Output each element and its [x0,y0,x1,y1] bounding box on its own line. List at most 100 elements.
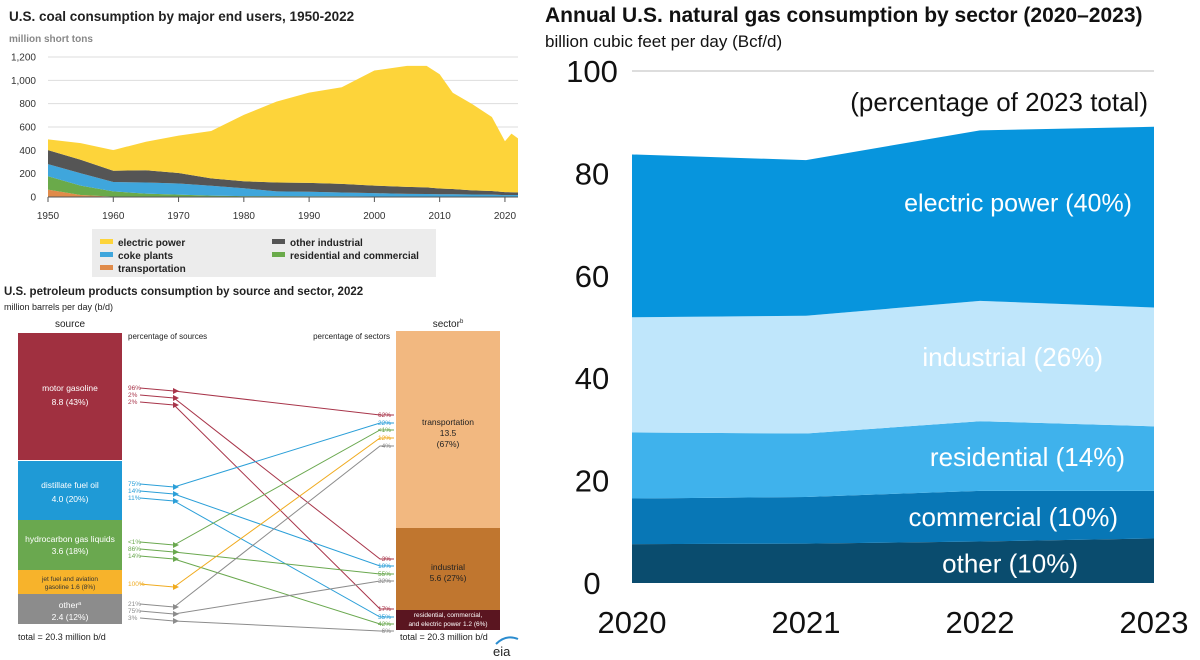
gas-area-other [632,538,1154,583]
gas-y-tick-label: 60 [575,259,609,294]
coal-legend-label: transportation [118,264,186,275]
coal-legend-box [92,229,436,277]
coal-legend-swatch [272,239,285,244]
gas-y-tick-label: 80 [575,156,609,191]
flow-link-distillate-fuel-oil-to-residential-commercial-and-electric-power [139,497,394,618]
flow-link-jet-fuel-and-aviation-gasoline-to-transportation [139,437,394,588]
coal-area-electric-power [48,65,518,193]
coal-chart-y-unit: million short tons [9,34,93,45]
coal-axis: 0 200 400 600 800 1,000 1,200 1950 1960 1970 1980 1… [11,53,518,222]
source-share-label: 14% [128,488,141,495]
gas-areas [632,126,1154,583]
flow-link-distillate-fuel-oil-to-industrial [139,490,394,567]
coal-area-other-industrial [48,150,518,196]
source-share-label: 14% [128,553,141,560]
source-name: distillate fuel oil [41,480,99,490]
coal-legend-swatch [100,265,113,270]
coal-y-tick-label: 400 [19,146,36,157]
coal-x-tick-label: 1960 [102,211,125,222]
petro-source-header: source [55,319,85,330]
flow-link-hydrocarbon-gas-liquids-to-residential-commercial-and-electric-power [139,555,394,625]
gas-series-label: commercial (10%) [909,502,1119,532]
coal-y-tick-label: 200 [19,169,36,180]
sector-pct: (67%) [437,439,460,449]
source-value: gasoline 1.6 (8%) [45,584,96,591]
flow-arrow [173,584,179,590]
flow-arrow [173,604,179,610]
sector-name: industrial [431,562,465,572]
source-bar-jet-fuel-and-aviation-gasoline [18,570,122,594]
source-value: 3.6 (18%) [52,546,89,556]
flow-link-hydrocarbon-gas-liquids-to-transportation [139,429,394,546]
source-name: othera [59,600,82,610]
gas-y-tick-label: 100 [566,54,618,89]
sector-share-label: 10% [378,563,391,570]
sector-share-label: 6% [382,628,392,635]
flow-arrow [173,556,179,562]
source-value: 4.0 (20%) [52,494,89,504]
coal-area-transportation [48,189,518,197]
flow-link-other-to-transportation [139,445,394,608]
source-bar-hydrocarbon-gas-liquids [18,520,122,570]
sector-share-label: 12% [378,435,391,442]
petro-links: 96%2%2%75%14%11%<1%86%14%100%21%75%3%62%… [128,385,394,635]
source-name: hydrocarbon gas liquids [25,534,115,544]
flow-link-distillate-fuel-oil-to-transportation [139,422,394,488]
source-share-label: 2% [128,392,138,399]
source-share-label: 75% [128,481,141,488]
flow-arrow [173,542,179,548]
gas-area-electric-power [632,126,1154,318]
gas-consumption-chart: Annual U.S. natural gas consumption by s… [545,4,1188,640]
flow-arrow [173,388,179,394]
gas-annotation: (percentage of 2023 total) [850,87,1148,117]
source-value: 8.8 (43%) [52,397,89,407]
sector-share-label: 35% [378,614,391,621]
source-bar-motor-gasoline [18,333,122,460]
flow-arrow [173,549,179,555]
coal-legend-label: coke plants [118,251,173,262]
sector-share-label: 22% [378,420,391,427]
sector-share-label: 3% [382,556,392,563]
flow-arrow [173,618,179,624]
sector-share-label: 32% [378,578,391,585]
sector-value: 13.5 [440,428,457,438]
gas-series-label: residential (14%) [930,442,1125,472]
source-bar-other [18,594,122,624]
flow-link-motor-gasoline-to-transportation [139,387,394,416]
source-share-label: 21% [128,601,141,608]
coal-y-tick-label: 600 [19,123,36,134]
sector-value: 5.6 (27%) [430,573,467,583]
gas-series-label: other (10%) [942,548,1078,578]
flow-link-other-to-residential-commercial-and-electric-power [139,617,394,632]
coal-legend-swatch [272,252,285,257]
gas-x-tick-label: 2020 [598,605,667,640]
sector-share-label: 42% [378,621,391,628]
gas-area-industrial [632,300,1154,434]
source-share-label: 11% [128,495,141,502]
gas-area-commercial [632,490,1154,545]
gas-x-tick-label: 2021 [772,605,841,640]
gas-labels: other (10%) commercial (10%) residential (… [904,190,1132,579]
coal-y-tick-label: 800 [19,99,36,110]
petro-sector-header: sectorb [433,319,464,330]
sector-bar-transportation [396,331,500,528]
sector-share-label: 4% [382,443,392,450]
petro-total-right: total = 20.3 million b/d [400,632,488,642]
flow-arrow [173,484,179,490]
gas-y-tick-label: 20 [575,464,609,499]
coal-consumption-chart: U.S. coal consumption by major end users… [9,9,518,277]
petro-total-left: total = 20.3 million b/d [18,632,106,642]
gas-x-tick-label: 2022 [946,605,1015,640]
petro-pct-sources-label: percentage of sources [128,332,207,341]
petro-chart-subtitle: million barrels per day (b/d) [4,302,113,312]
coal-legend-label: electric power [118,238,185,249]
coal-legend: electric power other industrial coke plant… [100,238,419,275]
source-share-label: 2% [128,399,138,406]
flow-link-motor-gasoline-to-industrial [139,394,394,560]
gas-chart-title: Annual U.S. natural gas consumption by s… [545,4,1143,27]
coal-legend-swatch [100,239,113,244]
source-share-label: 86% [128,546,141,553]
source-share-label: 75% [128,608,141,615]
source-share-label: 100% [128,581,145,588]
